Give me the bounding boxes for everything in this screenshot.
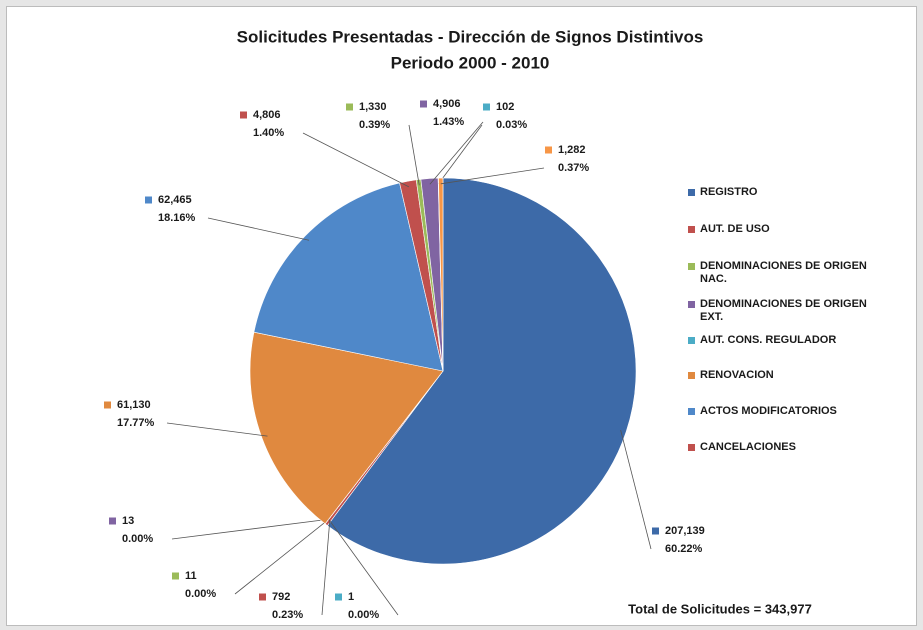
percent-label: 60.22% <box>665 543 703 555</box>
legend-swatch <box>688 226 695 233</box>
value-label: 4,806 <box>253 109 281 121</box>
chart-subtitle: Periodo 2000 - 2010 <box>391 53 550 72</box>
value-label: 11 <box>185 570 197 582</box>
legend-label: ACTOS MODIFICATORIOS <box>700 405 837 417</box>
legend-label: DENOMINACIONES DE ORIGEN NAC. <box>700 260 867 285</box>
percent-label: 1.43% <box>433 116 464 128</box>
pie-slice <box>438 177 444 372</box>
legend-label: CANCELACIONES <box>700 441 796 453</box>
legend-label: REGISTRO <box>700 186 758 198</box>
percent-label: 0.37% <box>558 162 589 174</box>
legend-entry: DENOMINACIONES DE ORIGEN NAC. <box>688 260 878 286</box>
label-marker <box>483 103 490 111</box>
legend-entry: RENOVACION <box>688 369 878 382</box>
legend-swatch <box>688 408 695 415</box>
label-marker <box>545 146 552 154</box>
leader-line <box>328 519 399 616</box>
legend-swatch <box>688 301 695 308</box>
label-marker <box>240 111 247 119</box>
value-label: 62,465 <box>158 194 192 206</box>
value-label: 207,139 <box>665 525 705 537</box>
leader-line <box>438 124 483 185</box>
value-label: 1,330 <box>359 101 387 113</box>
legend-entry: ACTOS MODIFICATORIOS <box>688 405 878 418</box>
legend-swatch <box>688 372 695 379</box>
leader-line <box>321 520 331 616</box>
leader-line <box>620 429 652 550</box>
label-marker <box>145 196 152 204</box>
label-marker <box>259 593 266 601</box>
legend-swatch <box>688 337 695 344</box>
legend-label: RENOVACION <box>700 369 774 381</box>
percent-label: 0.00% <box>122 533 153 545</box>
value-label: 13 <box>122 515 134 527</box>
percent-label: 0.03% <box>496 119 527 131</box>
chart-title: Solicitudes Presentadas - Dirección de S… <box>237 27 704 46</box>
percent-label: 0.00% <box>348 609 379 621</box>
percent-label: 1.40% <box>253 127 284 139</box>
legend-label: AUT. CONS. REGULADOR <box>700 334 837 346</box>
legend-label: AUT. DE USO <box>700 223 770 235</box>
label-marker <box>109 517 116 525</box>
legend-entry: CANCELACIONES <box>688 441 878 454</box>
value-label: 792 <box>272 591 290 603</box>
leader-line <box>234 518 329 595</box>
percent-label: 18.16% <box>158 212 196 224</box>
label-marker <box>335 593 342 601</box>
label-marker <box>104 401 111 409</box>
leader-line <box>408 124 420 186</box>
legend-swatch <box>688 263 695 270</box>
percent-label: 0.23% <box>272 609 303 621</box>
leader-line <box>171 518 329 540</box>
percent-label: 0.39% <box>359 119 390 131</box>
pie-slice <box>249 331 444 525</box>
value-label: 61,130 <box>117 399 151 411</box>
percent-label: 17.77% <box>117 417 155 429</box>
leader-line <box>302 132 410 188</box>
legend-label: DENOMINACIONES DE ORIGEN EXT. <box>700 298 867 323</box>
label-marker <box>172 572 179 580</box>
leader-line <box>440 167 545 185</box>
legend-entry: REGISTRO <box>688 186 878 199</box>
leader-line <box>429 121 484 185</box>
label-marker <box>420 100 427 108</box>
value-label: 1,282 <box>558 144 586 156</box>
legend-swatch <box>688 189 695 196</box>
legend-swatch <box>688 444 695 451</box>
legend-entry: AUT. DE USO <box>688 223 878 236</box>
value-label: 102 <box>496 101 514 113</box>
value-label: 4,906 <box>433 98 461 110</box>
total-annotation: Total de Solicitudes = 343,977 <box>628 601 812 616</box>
legend-entry: DENOMINACIONES DE ORIGEN EXT. <box>688 298 878 324</box>
legend-entry: AUT. CONS. REGULADOR <box>688 334 878 347</box>
percent-label: 0.00% <box>185 588 216 600</box>
value-label: 1 <box>348 591 354 603</box>
label-marker <box>346 103 353 111</box>
leader-line <box>166 422 268 437</box>
leader-line <box>207 217 310 241</box>
pie-slice <box>253 182 444 372</box>
label-marker <box>652 527 659 535</box>
pie-slice <box>327 177 637 565</box>
